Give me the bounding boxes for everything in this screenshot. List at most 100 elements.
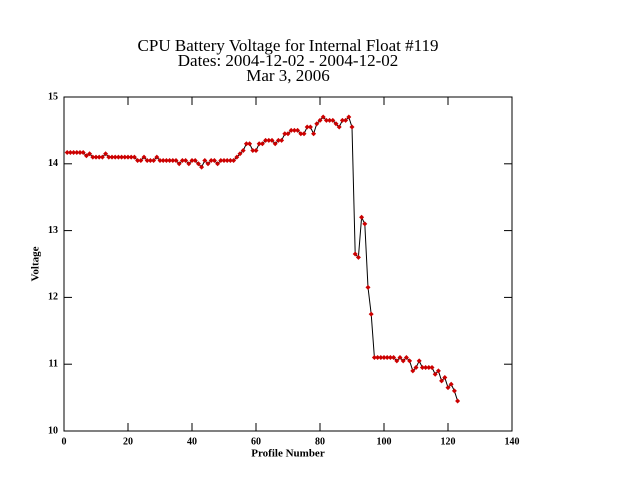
data-point	[304, 124, 310, 130]
data-point	[138, 157, 144, 163]
x-tick-label: 120	[441, 436, 456, 447]
data-point	[256, 141, 262, 147]
data-point	[109, 154, 115, 160]
data-point	[122, 154, 128, 160]
data-point	[151, 157, 157, 163]
data-point	[317, 117, 323, 123]
data-point	[397, 355, 403, 361]
data-point	[339, 117, 345, 123]
data-point	[400, 358, 406, 364]
x-tick-label: 140	[505, 436, 520, 447]
y-tick-label: 11	[49, 358, 58, 369]
data-point	[231, 157, 237, 163]
data-point	[407, 358, 413, 364]
data-point	[291, 127, 297, 133]
data-point	[327, 117, 333, 123]
data-point	[131, 154, 137, 160]
data-point	[426, 365, 432, 371]
data-point	[378, 355, 384, 361]
data-point	[224, 157, 230, 163]
data-point	[67, 149, 73, 155]
y-tick-label: 15	[48, 91, 58, 102]
data-point	[77, 149, 83, 155]
data-point	[320, 114, 326, 120]
data-point	[387, 355, 393, 361]
x-tick-label: 0	[62, 436, 67, 447]
data-point	[391, 355, 397, 361]
data-point	[183, 157, 189, 163]
data-point	[359, 214, 365, 220]
data-point	[419, 365, 425, 371]
data-point	[416, 358, 422, 364]
data-point	[253, 147, 259, 153]
data-point	[423, 365, 429, 371]
data-point	[211, 157, 217, 163]
data-point	[227, 157, 233, 163]
data-point	[381, 355, 387, 361]
y-tick-label: 10	[48, 425, 58, 436]
data-point	[71, 149, 77, 155]
data-point	[352, 251, 358, 257]
data-point	[282, 131, 288, 137]
data-point	[355, 254, 361, 260]
data-point	[202, 157, 208, 163]
data-point	[192, 157, 198, 163]
data-point	[128, 154, 134, 160]
data-point	[307, 124, 313, 130]
x-tick-label: 40	[187, 436, 197, 447]
data-point	[259, 141, 265, 147]
data-point	[218, 157, 224, 163]
data-point	[314, 121, 320, 127]
data-point	[330, 117, 336, 123]
data-point	[349, 124, 355, 130]
data-point	[163, 157, 169, 163]
data-point	[362, 221, 368, 227]
data-point	[195, 161, 201, 167]
data-point	[269, 137, 275, 143]
data-point	[333, 121, 339, 127]
data-point	[375, 355, 381, 361]
data-point	[179, 157, 185, 163]
data-point	[263, 137, 269, 143]
x-tick-label: 20	[123, 436, 133, 447]
y-tick-label: 14	[48, 158, 58, 169]
data-point	[186, 161, 192, 167]
data-point	[103, 151, 109, 157]
data-point	[432, 371, 438, 377]
data-point	[371, 355, 377, 361]
data-point	[221, 157, 227, 163]
data-point	[125, 154, 131, 160]
data-point	[240, 147, 246, 153]
data-point	[199, 164, 205, 170]
data-point	[234, 154, 240, 160]
data-point	[173, 157, 179, 163]
data-point	[96, 154, 102, 160]
x-axis-label: Profile Number	[251, 448, 325, 460]
data-point	[167, 157, 173, 163]
data-point	[247, 141, 253, 147]
data-point	[112, 154, 118, 160]
data-point	[141, 154, 147, 160]
data-point	[301, 131, 307, 137]
y-tick-label: 12	[48, 292, 58, 303]
data-point	[160, 157, 166, 163]
data-point	[115, 154, 121, 160]
data-point	[435, 368, 441, 374]
data-point	[413, 365, 419, 371]
data-point	[99, 154, 105, 160]
data-point	[170, 157, 176, 163]
data-point	[384, 355, 390, 361]
data-point	[147, 157, 153, 163]
data-point	[288, 127, 294, 133]
data-point	[336, 124, 342, 130]
data-point	[442, 375, 448, 381]
data-point	[106, 154, 112, 160]
data-point	[87, 151, 93, 157]
plot-frame	[63, 96, 513, 432]
data-point	[266, 137, 272, 143]
data-point	[346, 114, 352, 120]
data-point	[311, 131, 317, 137]
data-point	[64, 149, 70, 155]
